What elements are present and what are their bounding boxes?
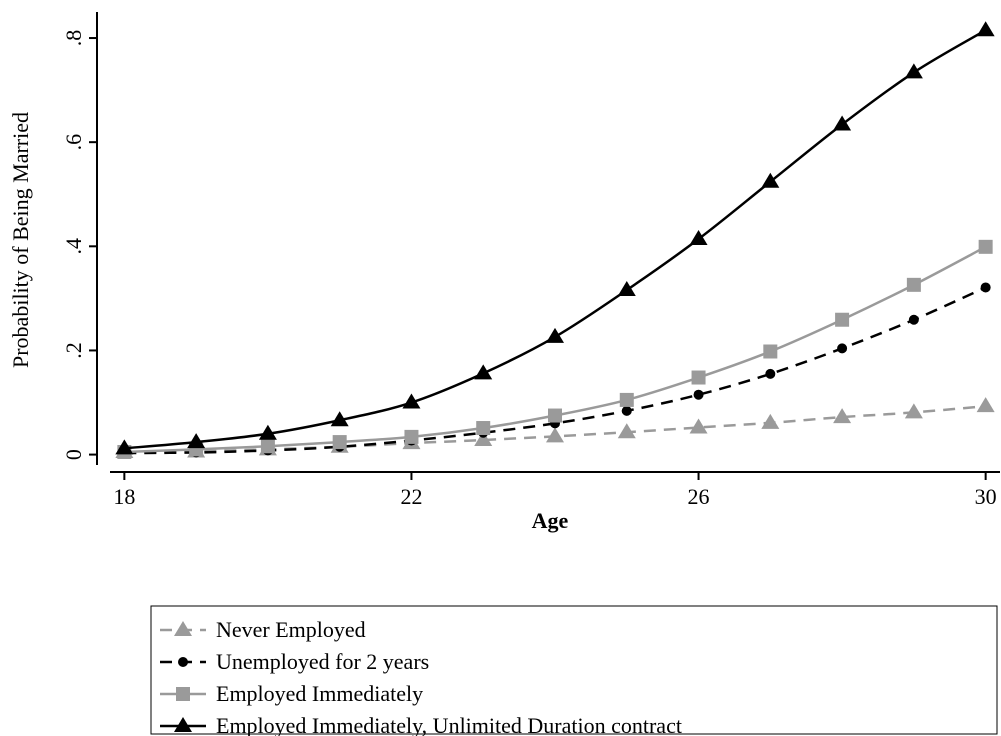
- data-point: [980, 282, 991, 293]
- data-point: [837, 343, 848, 354]
- data-point: [691, 370, 706, 385]
- y-axis-title: Probability of Being Married: [8, 112, 33, 368]
- data-point: [763, 344, 778, 359]
- data-point: [978, 239, 993, 254]
- data-point: [115, 439, 134, 455]
- data-point: [765, 368, 776, 379]
- data-point: [619, 392, 634, 407]
- data-point: [332, 435, 347, 450]
- y-tick-label: .6: [61, 134, 86, 151]
- x-tick-label: 30: [975, 484, 997, 509]
- data-point: [833, 115, 852, 131]
- data-point: [474, 364, 493, 380]
- x-tick-label: 26: [688, 484, 710, 509]
- legend-box: [150, 605, 998, 735]
- legend-marker: [176, 687, 190, 701]
- legend-marker: [178, 657, 188, 667]
- data-point: [976, 397, 995, 413]
- data-point: [761, 172, 780, 188]
- data-point: [546, 427, 564, 443]
- data-point: [402, 393, 421, 409]
- data-point: [548, 408, 562, 423]
- data-point: [474, 431, 493, 447]
- legend-marker: [174, 621, 192, 636]
- data-point: [976, 21, 995, 37]
- series-line: [124, 29, 987, 450]
- data-point: [904, 63, 923, 79]
- data-point: [906, 277, 921, 292]
- x-tick-label: 22: [400, 484, 422, 509]
- y-tick-label: 0: [61, 449, 86, 460]
- data-point: [835, 312, 850, 327]
- y-tick-label: .4: [61, 238, 86, 255]
- data-point: [476, 421, 491, 436]
- data-point: [258, 424, 277, 440]
- data-point: [621, 405, 632, 416]
- data-point: [908, 314, 919, 325]
- legend-marker: [174, 717, 192, 732]
- data-point: [260, 439, 275, 454]
- legend-label: Never Employed: [216, 617, 366, 642]
- data-point: [617, 281, 636, 297]
- data-point: [330, 411, 349, 427]
- x-axis-title: Age: [532, 508, 569, 533]
- data-point: [904, 403, 923, 419]
- data-point: [187, 433, 206, 449]
- data-point: [761, 413, 780, 429]
- legend-label: Unemployed for 2 years: [216, 649, 429, 674]
- data-point: [546, 327, 564, 343]
- data-point: [617, 423, 636, 439]
- data-point: [404, 429, 419, 444]
- y-tick-label: .2: [61, 342, 86, 359]
- y-tick-label: .8: [61, 30, 86, 47]
- data-point: [689, 418, 708, 434]
- legend-label: Employed Immediately, Unlimited Duration…: [216, 713, 682, 736]
- x-tick-label: 18: [113, 484, 135, 509]
- data-point: [689, 230, 708, 246]
- data-point: [833, 408, 852, 424]
- legend-label: Employed Immediately: [216, 681, 423, 706]
- data-point: [693, 389, 704, 400]
